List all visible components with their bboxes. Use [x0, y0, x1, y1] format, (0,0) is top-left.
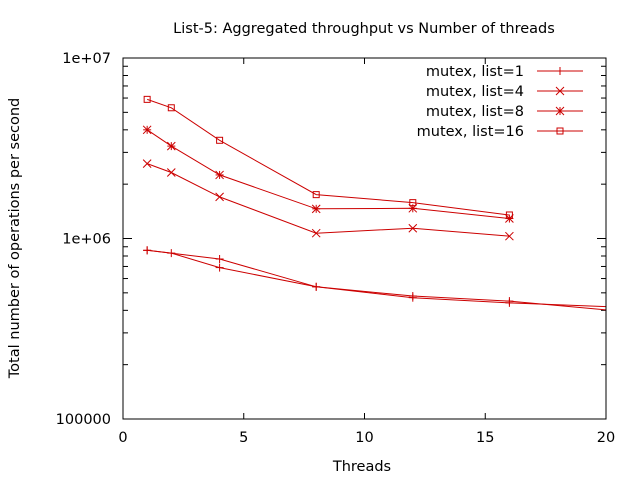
series-line	[147, 249, 606, 311]
data-point	[215, 263, 224, 272]
legend: mutex, list=1 mutex, list=4 mutex, list=8 m…	[417, 64, 583, 140]
data-point	[143, 95, 151, 103]
legend-marker	[555, 86, 565, 96]
data-point	[215, 170, 224, 180]
series-line	[147, 163, 510, 237]
y-axis-label: Total number of operations per second	[7, 98, 23, 379]
legend-label: mutex, list=1	[426, 64, 524, 80]
data-point	[505, 211, 513, 219]
plot-border	[122, 57, 607, 420]
marker-layer	[142, 95, 514, 307]
data-point	[167, 249, 176, 258]
x-tick-label: 5	[239, 430, 248, 446]
tick-layer: 0 5 10 15 20 100000 1e+06 1e+07	[56, 51, 616, 446]
legend-marker	[556, 127, 564, 135]
legend-marker	[555, 106, 565, 116]
data-point	[312, 282, 321, 291]
legend-label: mutex, list=4	[426, 84, 524, 100]
data-point	[312, 191, 320, 199]
data-point	[142, 159, 152, 168]
series-line	[146, 129, 510, 219]
data-point	[143, 246, 152, 255]
y-tick-label: 100000	[56, 412, 111, 428]
legend-marker	[556, 67, 564, 75]
legend-label: mutex, list=8	[426, 104, 524, 120]
legend-label: mutex, list=16	[417, 124, 524, 140]
data-point	[215, 254, 224, 263]
data-point	[215, 192, 224, 202]
x-tick-label: 0	[118, 430, 127, 446]
y-tick-label: 1e+06	[62, 232, 111, 248]
data-point	[408, 293, 417, 302]
series-line	[147, 98, 510, 216]
data-point	[408, 223, 418, 233]
x-tick-label: 20	[597, 430, 615, 446]
x-axis-label: Threads	[332, 459, 391, 475]
data-point	[409, 199, 417, 207]
series-layer	[146, 98, 606, 311]
x-tick-label: 10	[355, 430, 373, 446]
data-point	[216, 136, 224, 144]
y-tick-label: 1e+07	[62, 51, 111, 67]
series-line	[147, 249, 606, 308]
x-tick-label: 15	[476, 430, 494, 446]
data-point	[167, 104, 175, 112]
data-point	[311, 228, 321, 238]
data-point	[505, 298, 514, 307]
data-point	[311, 204, 321, 214]
data-point	[166, 168, 176, 177]
chart-title: List-5: Aggregated throughput vs Number …	[173, 21, 555, 37]
data-point	[166, 141, 176, 151]
data-point	[142, 125, 152, 135]
data-point	[505, 231, 514, 241]
